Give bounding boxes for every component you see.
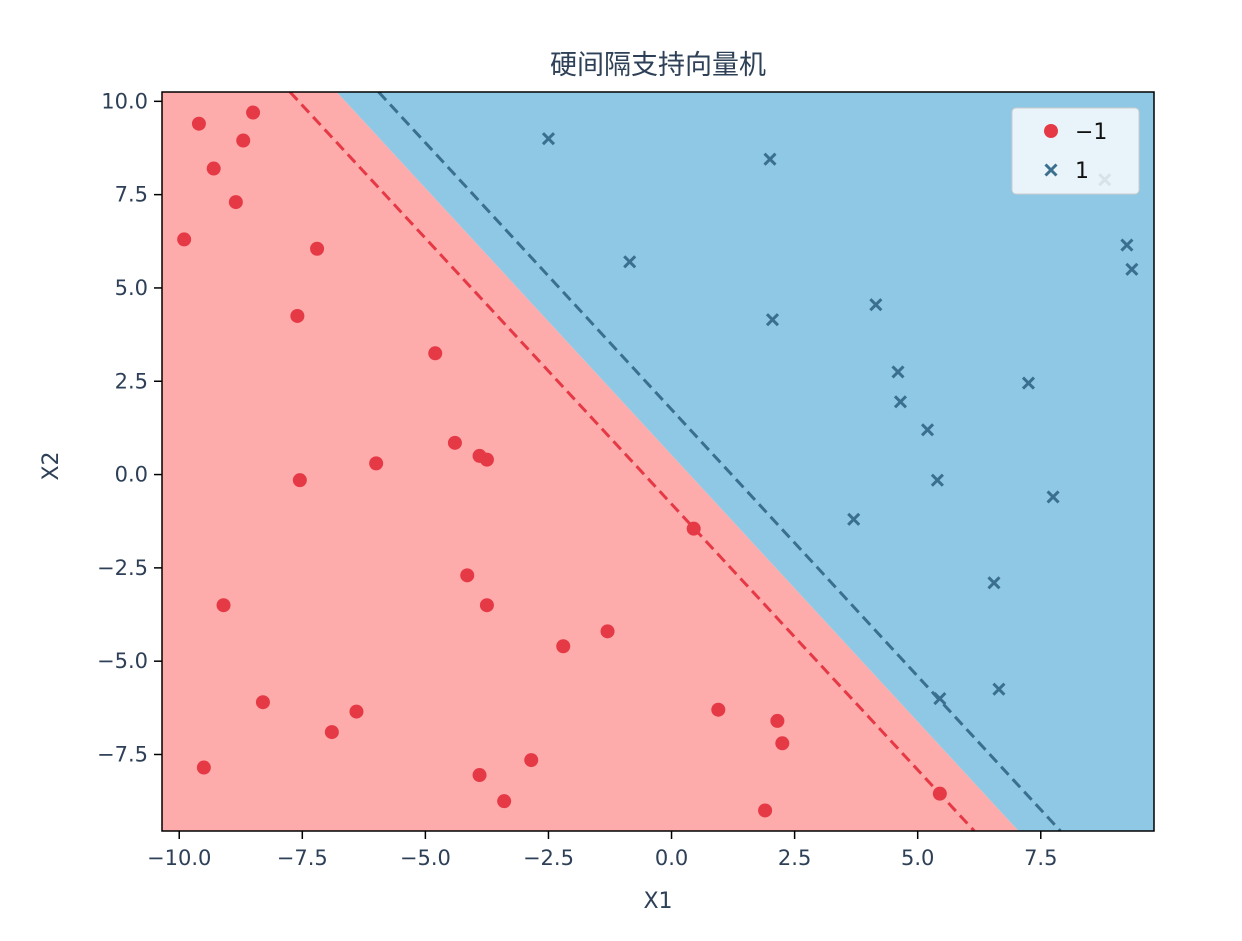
point-neg-14 [686,521,701,536]
y-tick-label: −7.5 [97,742,148,766]
decision-regions [162,92,1154,831]
point-pos-15 [987,576,1001,590]
point-pos-3 [1120,238,1134,252]
legend-marker-neg [1044,124,1058,138]
x-tick-label: 2.5 [778,846,811,870]
point-neg-24 [770,713,785,728]
point-neg-8 [428,346,443,361]
point-neg-6 [310,241,325,256]
point-neg-27 [524,753,539,768]
point-pos-13 [1046,490,1060,504]
point-pos-5 [623,255,637,269]
point-neg-30 [932,786,947,801]
point-neg-22 [324,725,339,740]
point-neg-11 [479,452,494,467]
point-pos-17 [933,691,947,706]
legend-label-pos: 1 [1075,159,1089,184]
point-neg-1 [246,105,261,120]
point-neg-28 [472,768,487,783]
plot-frame [161,91,1155,832]
y-tick-label: 7.5 [115,183,148,207]
point-neg-3 [206,161,221,176]
point-pos-12 [930,473,944,487]
point-pos-10 [893,395,908,409]
x-axis-ticks: −10.0 −7.5 −5.0 −2.5 0.0 2.5 5.0 7.5 [147,831,1057,870]
y-axis-ticks: 10.0 7.5 5.0 2.5 0.0 −2.5 −5.0 −7.5 [97,89,162,766]
point-pos-0 [541,132,556,146]
point-neg-23 [711,702,726,717]
x-tick-label: −5.0 [400,846,451,870]
x-tick-label: 7.5 [1024,846,1057,870]
chart-title: 硬间隔支持向量机 [550,50,766,81]
point-pos-11 [920,423,935,437]
point-neg-0 [191,116,206,131]
point-neg-16 [479,598,494,613]
point-neg-17 [216,598,231,613]
region-positive [336,92,1154,831]
point-neg-20 [255,695,270,710]
y-tick-label: 0.0 [115,463,148,487]
point-neg-2 [236,133,251,148]
legend-marker-pos [1044,163,1058,177]
point-pos-9 [1021,376,1036,390]
point-neg-12 [369,456,384,471]
point-pos-14 [847,512,861,526]
point-neg-7 [290,308,305,323]
point-neg-31 [758,803,773,818]
point-pos-6 [869,298,883,312]
point-neg-13 [292,473,307,488]
margin-lines [288,92,1062,831]
point-neg-18 [600,624,615,639]
x-tick-label: −7.5 [277,846,328,870]
x-tick-label: −10.0 [147,846,211,870]
y-tick-label: −2.5 [97,556,148,580]
data-points [177,105,1139,818]
point-neg-5 [177,232,192,247]
y-tick-label: 10.0 [101,89,148,113]
y-tick-label: 5.0 [115,276,148,300]
legend-box [1011,107,1140,195]
x-axis-label: X1 [643,889,672,914]
point-neg-21 [349,704,364,719]
point-neg-15 [460,568,475,583]
point-neg-25 [775,736,790,751]
point-pos-4 [1125,262,1139,276]
legend: −1 1 [1011,107,1140,195]
point-neg-29 [497,794,512,809]
point-pos-16 [992,682,1006,696]
point-pos-1 [763,152,777,166]
point-neg-26 [196,760,211,775]
margin-line-negative [288,92,976,831]
point-pos-8 [891,365,905,379]
point-neg-19 [556,639,571,654]
x-tick-label: −2.5 [523,846,574,870]
point-pos-7 [765,313,780,327]
x-tick-label: 5.0 [901,846,934,870]
x-tick-label: 0.0 [655,846,688,870]
y-tick-label: −5.0 [97,649,148,673]
point-neg-4 [228,195,243,210]
legend-label-neg: −1 [1075,120,1107,145]
y-axis-label: X2 [39,451,64,480]
point-neg-9 [447,435,462,450]
y-tick-label: 2.5 [115,369,148,393]
margin-line-positive [377,92,1062,831]
